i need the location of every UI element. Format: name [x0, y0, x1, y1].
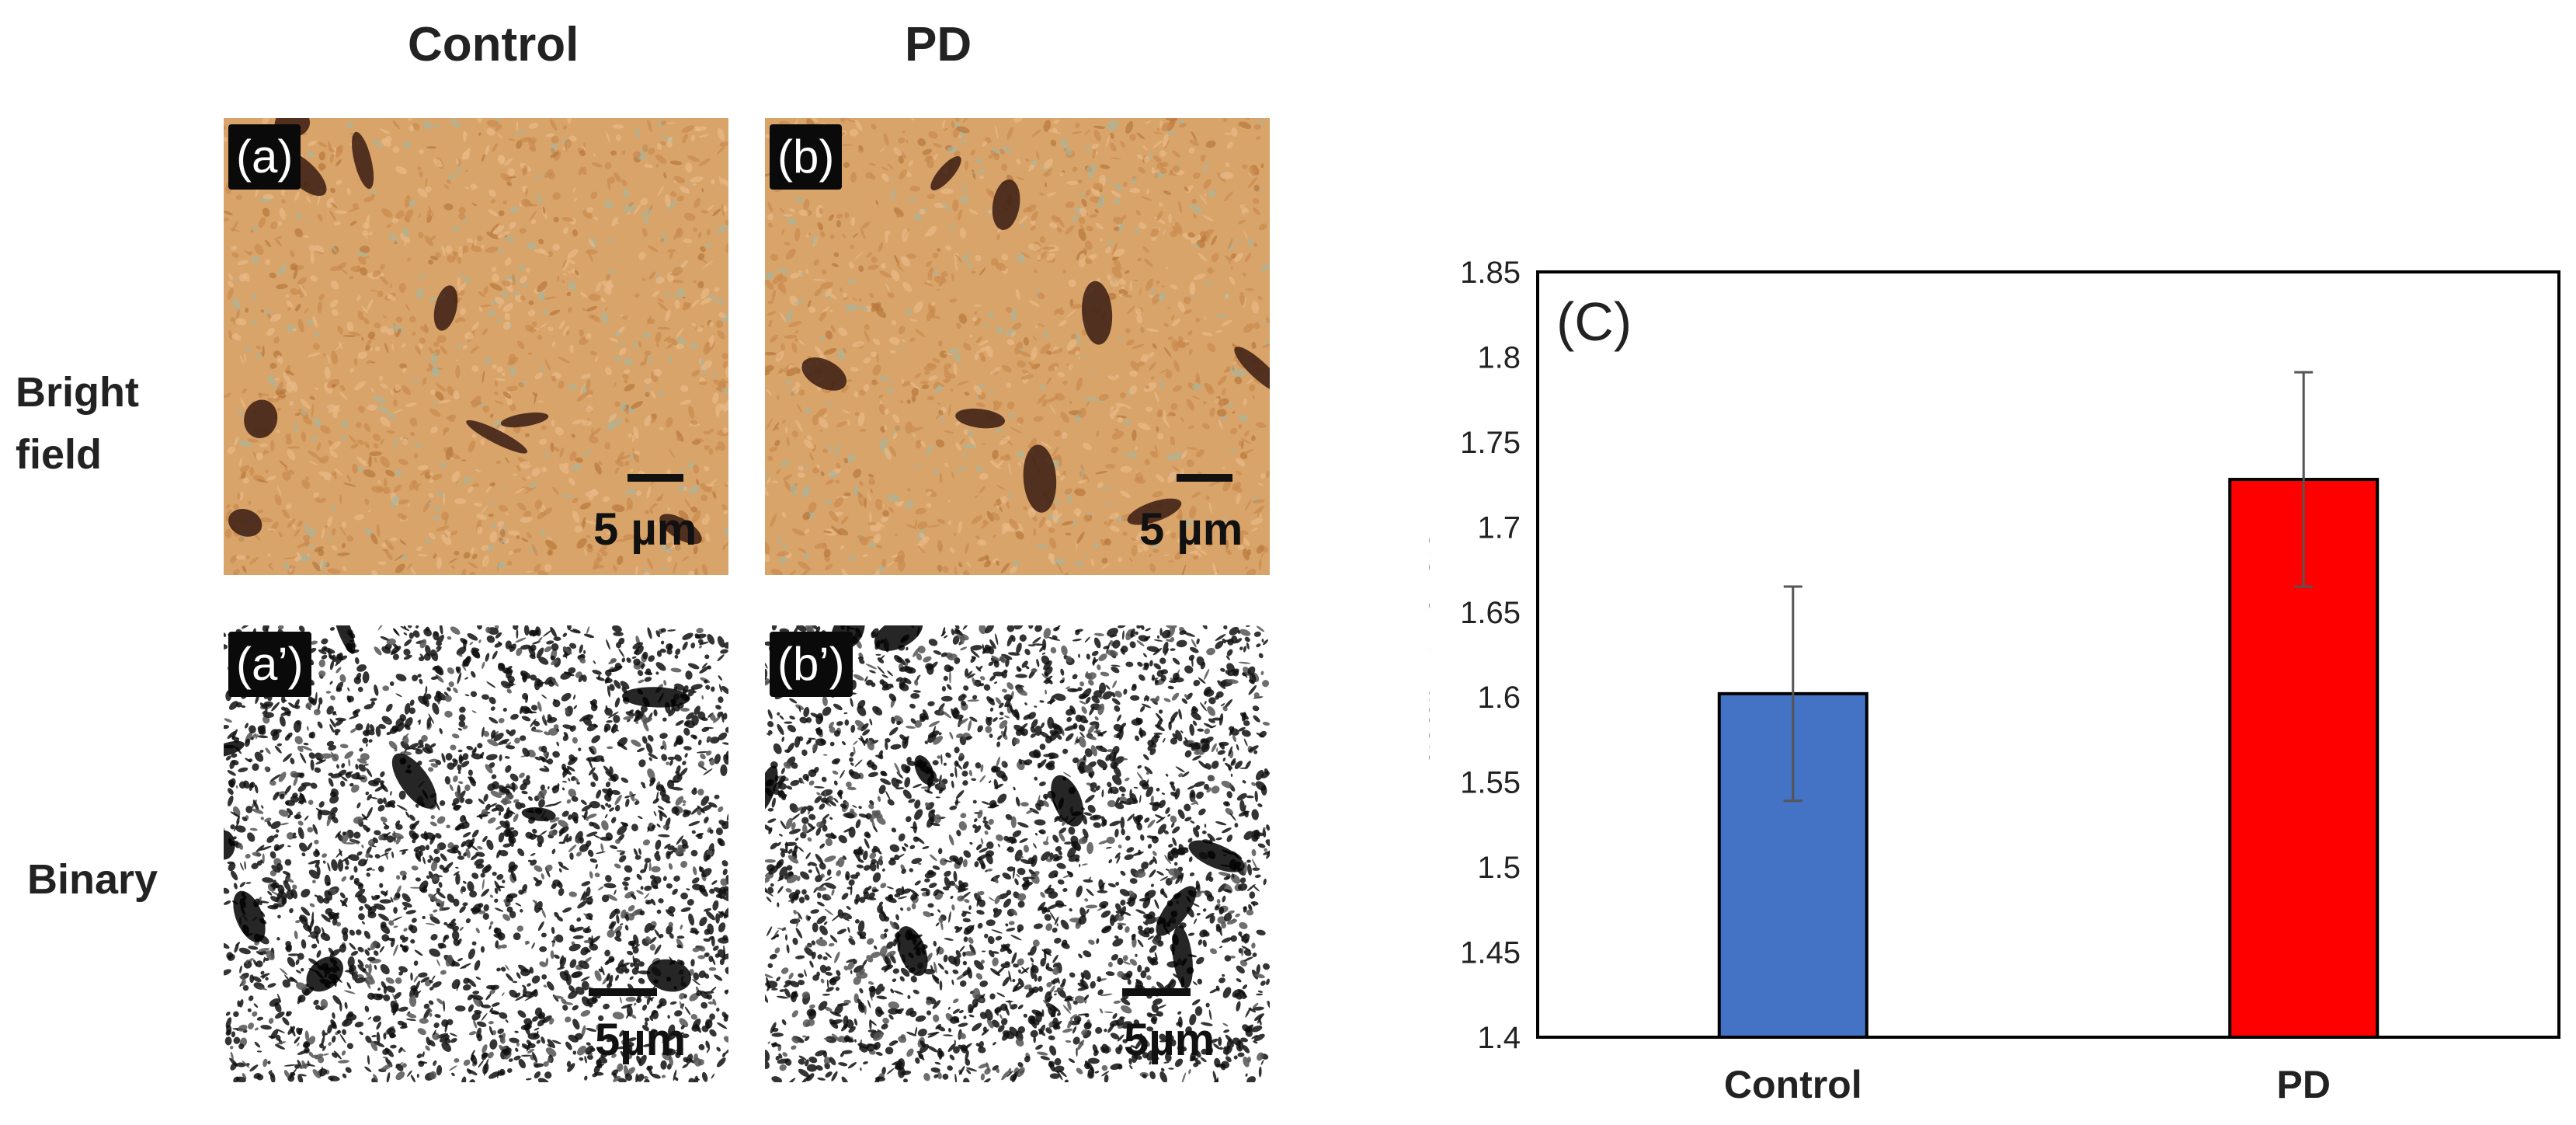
micrograph-panel-b-prime: (b’) 5µm — [765, 625, 1270, 1082]
scale-bar-label: 5 µm — [593, 504, 697, 555]
y-tick-label: 1.6 — [1477, 681, 1521, 715]
scale-bar — [1177, 474, 1232, 482]
y-tick-label: 1.55 — [1460, 766, 1521, 800]
panel-label-a-prime: (a’) — [228, 632, 311, 697]
y-tick-label: 1.5 — [1477, 851, 1521, 885]
micrograph-texture — [224, 118, 728, 575]
panel-label-b: (b) — [770, 124, 843, 190]
row-header-binary: Binary — [27, 856, 158, 903]
error-bar-control — [1783, 585, 1803, 803]
y-tick-label: 1.7 — [1477, 510, 1521, 545]
x-tick-label: PD — [2277, 1063, 2331, 1106]
micrograph-panel-a: (a) 5 µm — [224, 118, 728, 575]
error-bar-pd — [2294, 371, 2314, 588]
plot-frame — [1536, 270, 2560, 1039]
panel-label-b-prime: (b’) — [770, 632, 853, 697]
scale-bar — [627, 474, 683, 482]
micrograph-panel-a-prime: (a’) 5µm — [224, 625, 728, 1082]
y-tick-label: 1.4 — [1477, 1021, 1521, 1055]
row-header-bright-field-text: Bright field — [16, 369, 139, 478]
row-header-bright-field: Bright field — [16, 361, 139, 486]
y-tick-label: 1.45 — [1460, 936, 1521, 970]
y-tick-label: 1.85 — [1460, 256, 1521, 290]
column-header-control: Control — [408, 18, 579, 71]
micrograph-texture — [765, 118, 1270, 575]
scale-bar-label: 5µm — [595, 1015, 687, 1065]
y-axis-label: Fractal Dimension — [1429, 510, 1437, 799]
chart-svg: 1.4 1.45 1.5 1.55 1.6 1.65 1.7 1.75 1.8 1.85 Fract… — [1396, 256, 2560, 1106]
fractal-dimension-chart: 1.4 1.45 1.5 1.55 1.6 1.65 1.7 1.75 1.8 1.85 Fract… — [1396, 233, 2576, 1121]
micrograph-panel-b: (b) 5 µm — [765, 118, 1270, 575]
x-tick-label: Control — [1724, 1063, 1862, 1106]
scale-bar — [589, 988, 657, 996]
column-header-pd: PD — [905, 18, 972, 71]
micrograph-texture — [224, 625, 728, 1082]
scale-bar — [1122, 988, 1191, 996]
y-tick-label: 1.65 — [1460, 596, 1521, 630]
panel-label-a: (a) — [228, 124, 301, 190]
scale-bar-label: 5µm — [1124, 1015, 1215, 1065]
y-tick-label: 1.75 — [1460, 426, 1521, 460]
y-tick-label: 1.8 — [1477, 340, 1521, 374]
panel-label-c: (C) — [1556, 291, 1632, 352]
scale-bar-label: 5 µm — [1139, 504, 1243, 555]
micrograph-texture — [765, 625, 1270, 1082]
